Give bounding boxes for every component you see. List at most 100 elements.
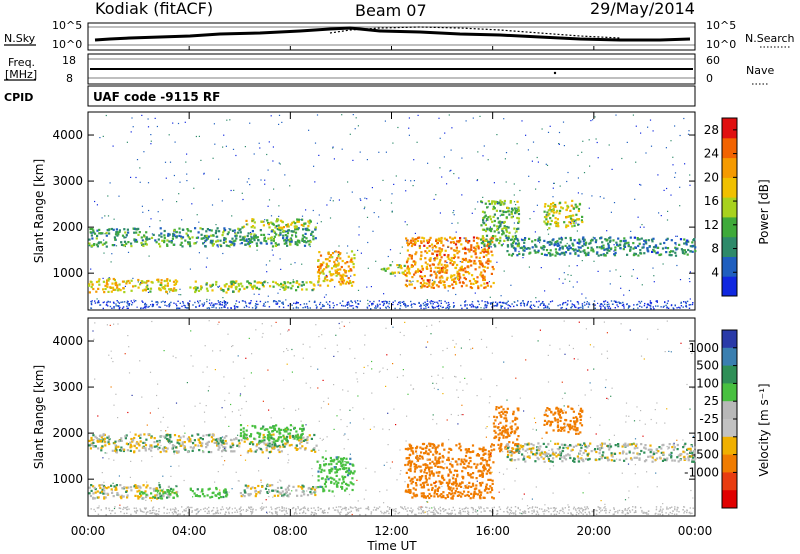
- noise-search-label: N.Search: [745, 32, 795, 45]
- velocity-colorbar-swatch-0: [722, 330, 737, 349]
- time-tick-label-3: 12:00: [374, 524, 409, 538]
- velocity-colorbar-swatch-8: [722, 472, 737, 491]
- velocity-colorbar-tick-label-7: -1000: [684, 465, 719, 479]
- velocity-colorbar-swatch-5: [722, 419, 737, 438]
- time-tick-label-6: 00:00: [678, 524, 713, 538]
- velocity-colorbar-swatch-6: [722, 436, 737, 456]
- time-axis-label: Time UT: [366, 539, 417, 553]
- velocity-echo-region-4: [239, 483, 318, 498]
- power-colorbar-frame: [721, 117, 738, 297]
- date-title: 29/May/2014: [590, 0, 695, 18]
- velocity-colorbar: 1000 500 100 25 -25 -100 -500 -1000: [684, 329, 738, 509]
- power-colorbar-swatch-5: [722, 177, 737, 198]
- velocity-colorbar-tick-label-2: 100: [696, 376, 719, 390]
- freq-label-line2: [MHz]: [5, 68, 37, 81]
- power-echo-region-2: [189, 280, 241, 294]
- velocity-speckle: [92, 320, 694, 516]
- freq-tick-high: 18: [62, 54, 76, 67]
- velocity-colorbar-swatch-7: [722, 454, 737, 473]
- power-colorbar-tick-label-4: 20: [704, 170, 719, 184]
- velocity-echo-region-7: [404, 442, 495, 500]
- power-colorbar-tick-label-2: 12: [704, 218, 719, 232]
- power-echo-region-6: [381, 264, 406, 275]
- frequency-panel: Freq. [MHz] 18 8 60 0 Nave: [4, 53, 774, 85]
- power-colorbar-tick-label-0: 4: [711, 265, 719, 279]
- beam-title: Beam 07: [355, 1, 427, 20]
- velocity-colorbar-tick-label-4: -25: [699, 412, 719, 426]
- velocity-panel: 1000 2000 3000 4000 Slant Range [km]: [32, 317, 697, 517]
- velocity-ytick-label-1: 2000: [52, 426, 83, 440]
- time-tick-label-4: 16:00: [475, 524, 510, 538]
- power-colorbar-swatch-6: [722, 157, 737, 178]
- power-panel: 1000 2000 3000 4000 Slant Range [km]: [32, 111, 697, 311]
- nave-tick-low: 0: [706, 72, 713, 85]
- power-colorbar-tick-label-1: 8: [711, 242, 719, 256]
- noise-panel: N.Sky 10^5 10^0 10^5 10^0 N.Search: [4, 19, 795, 51]
- cpid-text: UAF code -9115 RF: [93, 90, 220, 104]
- velocity-echo-region-2: [139, 488, 179, 500]
- velocity-echo-region-1: [88, 483, 179, 500]
- power-colorbar-swatch-4: [722, 197, 737, 218]
- velocity-echo-region-6: [316, 456, 356, 493]
- noise-sky-label: N.Sky: [4, 32, 36, 45]
- velocity-echo-region-10: [543, 405, 584, 435]
- noise-sky-trace: [94, 26, 691, 42]
- noise-search-trace: [329, 26, 621, 39]
- time-tick-label-2: 08:00: [273, 524, 308, 538]
- power-ytick-label-2: 3000: [52, 174, 83, 188]
- power-echo-region-1: [88, 277, 179, 294]
- power-colorbar-swatch-1: [722, 256, 737, 277]
- time-tick-label-5: 20:00: [577, 524, 612, 538]
- velocity-ground-band: [90, 506, 694, 516]
- velocity-colorbar-tick-label-6: -500: [692, 448, 719, 462]
- power-colorbar-tick-label-5: 24: [704, 147, 719, 161]
- cpid-label: CPID: [4, 91, 33, 104]
- nave-tick-high: 60: [706, 54, 720, 67]
- velocity-ytick-label-0: 1000: [52, 472, 83, 486]
- time-axis: 00:00 04:00 08:00 12:00 16:00 20:00 00:00: [71, 46, 713, 538]
- power-echo-region-4: [240, 280, 316, 292]
- time-tick-label-1: 04:00: [172, 524, 207, 538]
- power-colorbar-swatch-7: [722, 137, 737, 159]
- velocity-colorbar-swatch-4: [722, 401, 737, 420]
- power-ytick-label-0: 1000: [52, 266, 83, 280]
- power-ground-band: [90, 300, 694, 310]
- time-tick-label-0: 00:00: [71, 524, 106, 538]
- power-colorbar-swatch-2: [722, 236, 737, 257]
- power-colorbar-tick-label-3: 16: [704, 194, 719, 208]
- velocity-colorbar-swatch-3: [722, 383, 737, 402]
- power-colorbar-swatch-8: [722, 118, 737, 139]
- station-title: Kodiak (fitACF): [95, 0, 213, 18]
- velocity-colorbar-swatch-2: [722, 365, 737, 384]
- nave-label: Nave: [746, 64, 774, 77]
- power-colorbar-swatch-0: [722, 276, 737, 297]
- velocity-echo-region-3: [189, 486, 229, 500]
- power-echo-region-10: [543, 199, 584, 230]
- velocity-ytick-label-3: 4000: [52, 334, 83, 348]
- cpid-panel: CPID UAF code -9115 RF: [4, 85, 696, 107]
- velocity-ytick-label-2: 3000: [52, 380, 83, 394]
- freq-tick-low: 8: [66, 72, 73, 85]
- power-echo-region-7: [404, 236, 495, 290]
- velocity-colorbar-tick-label-5: -100: [692, 430, 719, 444]
- noise-right-tick-low: 10^0: [706, 38, 736, 51]
- velocity-colorbar-swatch-1: [722, 347, 737, 367]
- freq-label-line1: Freq.: [8, 56, 35, 69]
- power-colorbar-tick-label-6: 28: [704, 123, 719, 137]
- power-speckle: [90, 114, 691, 309]
- velocity-colorbar-tick-label-1: 500: [696, 359, 719, 373]
- power-colorbar-swatch-3: [722, 216, 737, 238]
- power-colorbar-label: Power [dB]: [757, 179, 771, 244]
- velocity-colorbar-swatch-9: [722, 490, 737, 509]
- noise-left-tick-high: 10^5: [52, 19, 82, 32]
- velocity-colorbar-tick-label-3: 25: [704, 394, 719, 408]
- velocity-ylabel: Slant Range [km]: [32, 365, 46, 469]
- velocity-colorbar-tick-label-0: 1000: [688, 341, 719, 355]
- power-echo-region-9: [505, 236, 697, 257]
- power-ytick-label-3: 4000: [52, 128, 83, 142]
- power-echo-region-5: [316, 250, 356, 287]
- velocity-colorbar-label: Velocity [m s⁻¹]: [757, 383, 771, 476]
- noise-left-tick-low: 10^0: [52, 38, 82, 51]
- power-ytick-label-1: 2000: [52, 220, 83, 234]
